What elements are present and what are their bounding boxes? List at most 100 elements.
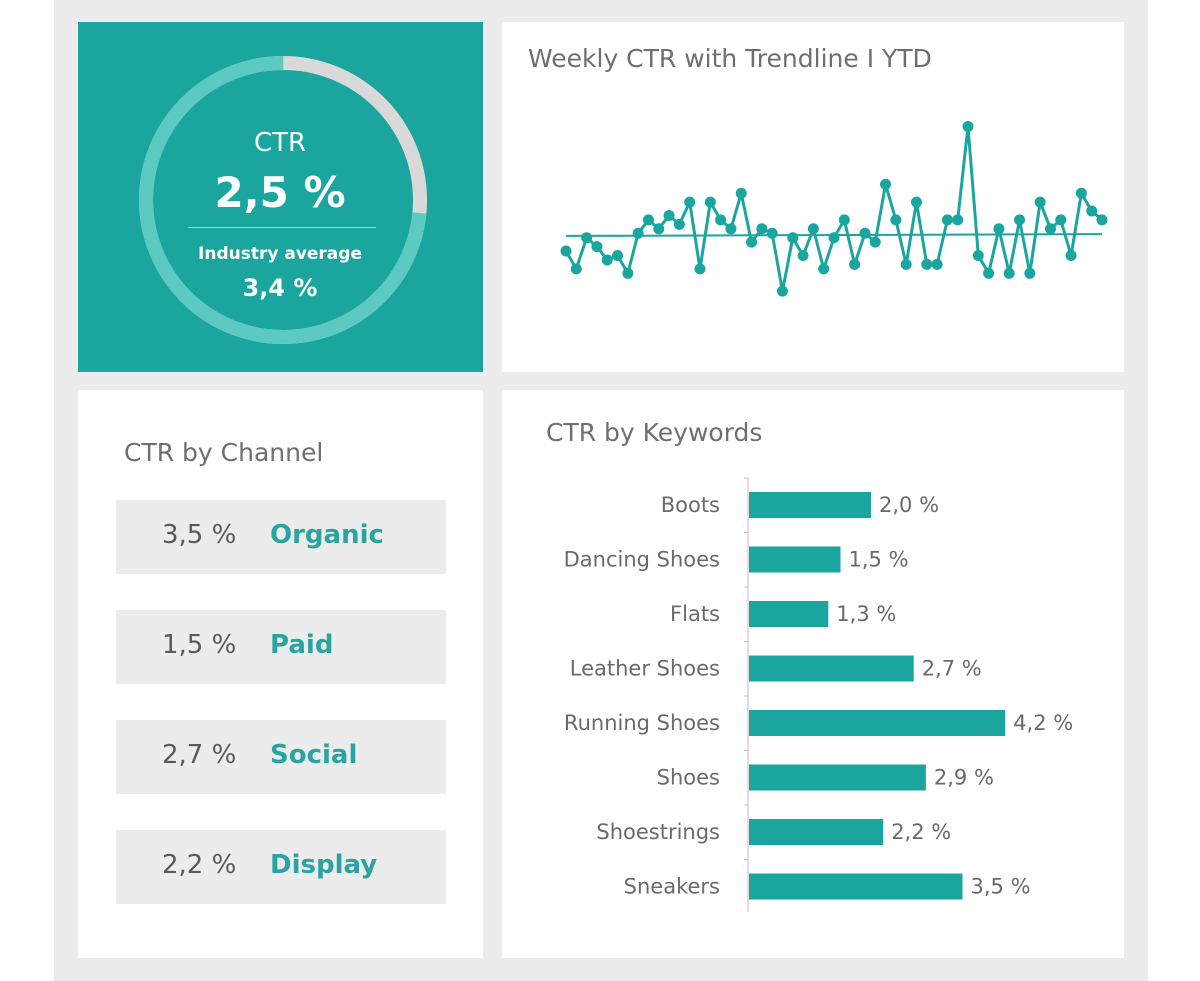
weekly-ctr-title: Weekly CTR with Trendline I YTD	[528, 44, 932, 73]
ctr-by-channel-title: CTR by Channel	[124, 438, 324, 467]
data-point	[642, 214, 654, 226]
channel-name: Social	[270, 740, 358, 770]
data-point	[704, 196, 716, 208]
data-point	[849, 258, 861, 270]
data-point	[1086, 205, 1098, 217]
data-point	[921, 258, 933, 270]
data-point	[622, 267, 634, 279]
data-point	[787, 232, 799, 244]
data-point	[560, 245, 572, 257]
bar-value-label: 1,5 %	[849, 548, 909, 572]
channel-row-display: 2,2 % Display	[116, 830, 446, 904]
data-point	[952, 214, 964, 226]
data-point	[776, 285, 788, 297]
data-point	[1034, 196, 1046, 208]
kpi-divider	[188, 227, 376, 228]
channel-name: Paid	[270, 630, 334, 660]
bar-value-label: 4,2 %	[1013, 711, 1073, 735]
data-point	[632, 227, 644, 239]
keyword-bar	[749, 764, 926, 791]
data-point	[838, 214, 850, 226]
channel-value: 3,5 %	[162, 520, 237, 550]
channel-value: 2,2 %	[162, 850, 237, 880]
channel-value: 1,5 %	[162, 630, 237, 660]
data-point	[1096, 214, 1108, 226]
data-point	[725, 223, 737, 235]
bar-value-label: 2,7 %	[922, 657, 982, 681]
ctr-by-keywords-panel: CTR by Keywords Boots 2,0 % Dancing Shoes 1…	[502, 390, 1124, 958]
data-point	[1065, 250, 1077, 261]
data-point	[663, 209, 675, 221]
kpi-value: 2,5 %	[214, 168, 346, 217]
industry-average-label: Industry average	[198, 244, 362, 264]
data-point	[900, 258, 912, 270]
keyword-label: Leather Shoes	[570, 657, 720, 681]
data-point	[766, 227, 778, 239]
keyword-bar	[749, 601, 829, 627]
data-point	[983, 267, 995, 279]
data-point	[684, 196, 696, 208]
data-point	[601, 254, 613, 266]
data-point	[859, 227, 871, 239]
ctr-by-channel-panel: CTR by Channel 3,5 % Organic 1,5 % Paid …	[78, 390, 483, 958]
ring-progress	[139, 56, 427, 344]
kpi-label: CTR	[253, 128, 307, 158]
data-point	[941, 214, 953, 226]
data-point	[1003, 267, 1015, 279]
data-point	[1044, 223, 1056, 235]
series-line	[564, 124, 1103, 293]
data-point	[746, 236, 758, 248]
bar-value-label: 2,9 %	[934, 766, 994, 790]
data-point	[890, 214, 902, 226]
keyword-label: Boots	[661, 493, 720, 517]
data-point	[612, 250, 624, 261]
data-point	[570, 263, 582, 275]
data-point	[910, 196, 922, 208]
keyword-label: Dancing Shoes	[564, 548, 720, 572]
data-point	[591, 241, 603, 253]
data-point	[673, 218, 685, 230]
industry-average-value: 3,4 %	[242, 274, 318, 302]
ctr-ring-gauge	[139, 56, 427, 344]
keyword-label: Flats	[670, 602, 720, 626]
channel-value: 2,7 %	[162, 740, 237, 770]
channel-name: Display	[270, 850, 378, 880]
channel-name: Organic	[270, 520, 384, 550]
ctr-by-keywords-title: CTR by Keywords	[546, 418, 763, 447]
data-point	[869, 236, 881, 248]
channel-row-social: 2,7 % Social	[116, 720, 446, 794]
channel-row-paid: 1,5 % Paid	[116, 610, 446, 684]
keyword-bar	[749, 873, 963, 900]
data-point	[715, 214, 727, 226]
data-point	[756, 223, 768, 235]
ctr-kpi-panel: CTR 2,5 % Industry average 3,4 %	[78, 22, 483, 372]
data-point	[880, 178, 892, 190]
data-point	[653, 223, 665, 235]
data-point	[993, 223, 1005, 235]
data-point	[931, 258, 943, 270]
data-point	[1055, 214, 1067, 226]
data-point	[694, 263, 706, 275]
keyword-bar	[749, 710, 1006, 736]
weekly-ctr-panel: Weekly CTR with Trendline I YTD	[502, 22, 1124, 372]
data-point	[818, 263, 830, 275]
data-point	[735, 187, 747, 199]
keyword-label: Shoestrings	[596, 820, 720, 844]
data-point	[828, 232, 840, 244]
data-point	[1014, 214, 1026, 226]
ctr-by-keywords-bar-chart: Boots 2,0 % Dancing Shoes 1,5 % Flats 1,3 % Le…	[564, 477, 1073, 912]
bar-value-label: 1,3 %	[836, 602, 896, 626]
data-point	[1024, 267, 1036, 279]
data-point	[797, 250, 809, 261]
keyword-label: Sneakers	[624, 875, 720, 899]
data-point	[1075, 187, 1087, 199]
keyword-label: Running Shoes	[564, 711, 720, 735]
keyword-bar	[749, 492, 871, 518]
data-point	[962, 120, 974, 132]
keyword-bar	[749, 655, 914, 682]
keyword-label: Shoes	[657, 766, 720, 790]
channel-row-organic: 3,5 % Organic	[116, 500, 446, 574]
weekly-ctr-line-chart	[560, 120, 1108, 297]
data-point	[581, 232, 593, 244]
keyword-bar	[749, 546, 841, 573]
